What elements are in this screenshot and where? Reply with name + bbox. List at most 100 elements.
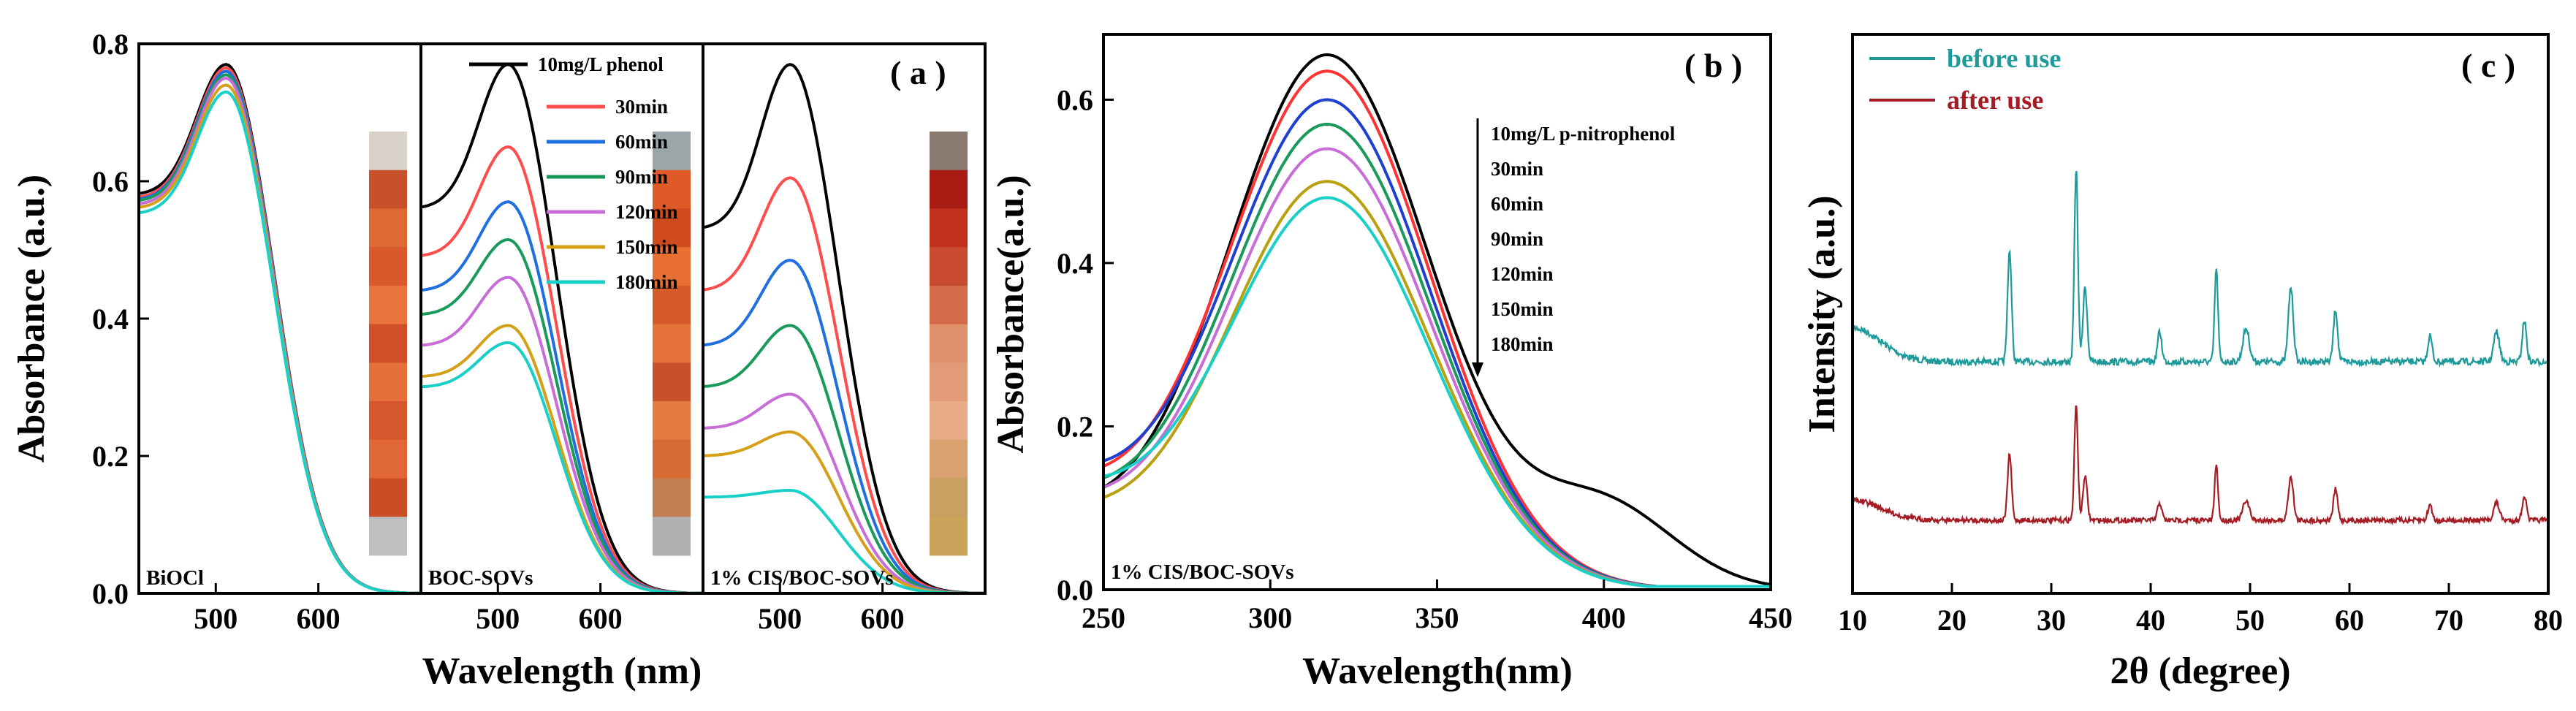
panel-b-xlabel: Wavelength(nm) <box>1302 650 1573 692</box>
y-tick-label-b-0.4: 0.4 <box>1057 247 1093 280</box>
panel-a-ylabel: Absorbance (a.u.) <box>11 175 53 463</box>
panel-a-legend: 10mg/L phenol 30min 60min 90min 120min 1… <box>469 53 678 293</box>
x-tick-label-1-cis-boc-sovs-600: 600 <box>861 602 905 635</box>
panel-b: 250 300 350 400 450 0.0 0.2 0.4 0.6 Absorbance(a… <box>990 33 1793 692</box>
legend-label-before-use: before use <box>1947 44 2061 73</box>
x-tick-label-boc-sovs-600: 600 <box>579 602 623 635</box>
color-swatch-2-9 <box>653 439 691 479</box>
legend-label-60min: 60min <box>615 131 668 153</box>
panel-c-frame <box>1851 33 2550 595</box>
x-tick-label-c-40: 40 <box>2136 604 2165 636</box>
panel-c-xlabel: 2θ (degree) <box>2110 650 2290 692</box>
color-swatch-3-6 <box>930 324 968 363</box>
legend-label-phenol: 10mg/L phenol <box>538 53 664 75</box>
y-tick-label-b-0.2: 0.2 <box>1057 410 1093 443</box>
color-swatch-3-4 <box>930 247 968 286</box>
color-swatch-1-2 <box>369 170 407 209</box>
color-swatch-3-8 <box>930 401 968 441</box>
panel-b-label: ( b ) <box>1684 47 1742 84</box>
series-biocl-180min <box>138 90 421 595</box>
x-tick-label-biocl-500: 500 <box>194 602 238 635</box>
x-tick-label-c-10: 10 <box>1838 604 1867 636</box>
color-swatch-2-4 <box>653 247 691 286</box>
color-swatch-1-4 <box>369 247 407 286</box>
color-swatch-3-3 <box>930 208 968 248</box>
panel-a-color-swatches <box>369 132 968 556</box>
y-tick-label-a-0: 0.0 <box>92 577 129 610</box>
color-swatch-1-3 <box>369 208 407 248</box>
panel-a-label: ( a ) <box>890 54 946 91</box>
color-swatch-3-5 <box>930 285 968 325</box>
color-swatch-1-11 <box>369 517 407 556</box>
series-boc-sovs-180min <box>420 341 703 595</box>
y-tick-label-a-0.2: 0.2 <box>92 440 129 473</box>
legend-label-b-60min: 60min <box>1491 193 1543 215</box>
x-tick-label-c-30: 30 <box>2037 604 2066 636</box>
x-tick-label-b-450: 450 <box>1749 601 1793 634</box>
color-swatch-2-6 <box>653 324 691 363</box>
x-tick-label-b-250: 250 <box>1082 601 1125 634</box>
panel-a-xlabel: Wavelength (nm) <box>422 650 702 692</box>
series-b-60min <box>1103 98 1771 588</box>
color-swatch-1-5 <box>369 285 407 325</box>
color-swatch-1-10 <box>369 478 407 517</box>
color-swatch-2-2 <box>653 170 691 209</box>
panel-b-ylabel: Absorbance(a.u.) <box>990 175 1032 453</box>
x-tick-label-b-300: 300 <box>1248 601 1292 634</box>
y-tick-label-b-0: 0.0 <box>1057 574 1093 607</box>
legend-label-30min: 30min <box>615 96 668 118</box>
x-tick-label-boc-sovs-500: 500 <box>476 602 520 635</box>
x-tick-label-c-20: 20 <box>1937 604 1967 636</box>
color-swatch-3-11 <box>930 517 968 556</box>
panel-b-ticks: 250 300 350 400 450 0.0 0.2 0.4 0.6 <box>1057 83 1793 634</box>
legend-label-180min: 180min <box>615 271 678 293</box>
color-swatch-3-2 <box>930 170 968 209</box>
legend-label-150min: 150min <box>615 236 678 258</box>
subplot-label-cis-boc-sovs: 1% CIS/BOC-SOVs <box>710 566 894 590</box>
x-tick-label-b-400: 400 <box>1582 601 1626 634</box>
subplot-label-biocl: BiOCl <box>146 566 204 590</box>
panel-b-plot-area <box>1102 53 1771 588</box>
color-swatch-2-11 <box>653 517 691 556</box>
y-tick-label-a-0.8: 0.8 <box>92 28 129 61</box>
color-swatch-2-8 <box>653 401 691 441</box>
panel-c: 10 20 30 40 50 60 70 80 Intensity (a.u.) 2θ (de… <box>1801 33 2563 692</box>
legend-label-b-30min: 30min <box>1491 158 1543 180</box>
color-swatch-2-1 <box>653 132 691 171</box>
color-swatch-1-9 <box>369 439 407 479</box>
subplot-label-boc-sovs: BOC-SOVs <box>428 566 533 590</box>
legend-label-after-use: after use <box>1947 85 2043 115</box>
legend-label-90min: 90min <box>615 166 668 188</box>
color-swatch-3-7 <box>930 362 968 402</box>
legend-label-b-180min: 180min <box>1491 333 1554 355</box>
panel-a-ticks: 500 600 500 600 500 600 0.0 0.2 0.4 0.6 0.8 <box>92 28 905 635</box>
x-tick-label-c-70: 70 <box>2434 604 2463 636</box>
x-tick-label-c-50: 50 <box>2235 604 2265 636</box>
color-swatch-1-6 <box>369 324 407 363</box>
color-swatch-3-1 <box>930 132 968 171</box>
x-tick-label-b-350: 350 <box>1416 601 1459 634</box>
legend-label-p-nitrophenol: 10mg/L p-nitrophenol <box>1491 123 1676 145</box>
x-tick-label-c-60: 60 <box>2335 604 2364 636</box>
color-swatch-3-9 <box>930 439 968 479</box>
panel-c-label: ( c ) <box>2461 47 2515 84</box>
legend-label-b-90min: 90min <box>1491 228 1543 250</box>
panel-b-legend: 10mg/L p-nitrophenol 30min 60min 90min 1… <box>1472 118 1676 377</box>
x-tick-label-c-80: 80 <box>2534 604 2563 636</box>
panel-c-ticks: 10 20 30 40 50 60 70 80 <box>1838 583 2563 636</box>
color-swatch-1-1 <box>369 132 407 171</box>
series-b-150min <box>1103 180 1771 588</box>
color-swatch-2-3 <box>653 208 691 248</box>
panel-a-plot-area <box>138 63 986 595</box>
x-tick-label-biocl-600: 600 <box>297 602 341 635</box>
legend-label-b-120min: 120min <box>1491 263 1554 285</box>
series-c-before-use <box>1851 170 2549 368</box>
y-tick-label-b-0.6: 0.6 <box>1057 83 1093 116</box>
legend-label-b-150min: 150min <box>1491 298 1554 320</box>
color-swatch-3-10 <box>930 478 968 517</box>
panel-c-plot-area <box>1851 170 2549 526</box>
series-c-after-use <box>1851 405 2549 526</box>
color-swatch-1-7 <box>369 362 407 402</box>
series-b-180min <box>1103 196 1771 588</box>
